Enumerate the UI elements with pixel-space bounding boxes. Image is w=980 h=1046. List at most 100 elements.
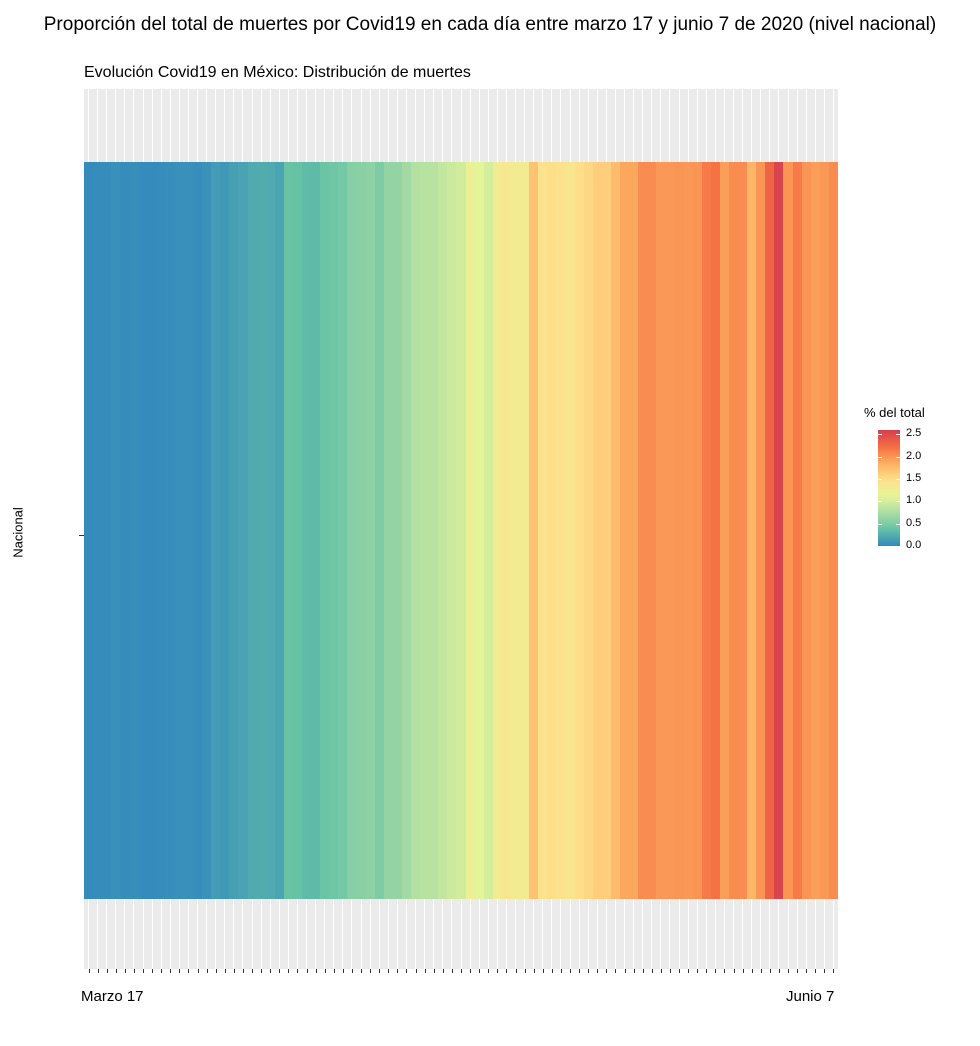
heatmap-tile xyxy=(719,162,730,899)
x-axis-tick xyxy=(424,969,426,973)
heatmap-tile xyxy=(810,162,821,899)
x-axis-tick xyxy=(215,969,217,973)
x-axis-tick xyxy=(306,969,308,973)
x-axis-tick xyxy=(233,969,235,973)
heatmap-tile xyxy=(401,162,412,899)
heatmap-tile xyxy=(156,162,167,899)
x-axis-tick xyxy=(270,969,272,973)
x-axis-tick xyxy=(515,969,517,973)
x-axis-tick xyxy=(288,969,290,973)
heatmap-tile xyxy=(111,162,121,899)
heatmap-tile xyxy=(138,162,149,899)
heatmap-tile xyxy=(447,162,458,899)
heatmap-tile xyxy=(129,162,140,899)
heatmap-tile xyxy=(674,162,685,899)
x-axis-tick xyxy=(88,969,90,973)
heatmap-tile xyxy=(619,162,630,899)
x-axis-tick xyxy=(788,969,790,973)
heatmap-tile xyxy=(274,162,285,899)
x-axis-tick xyxy=(624,969,626,973)
x-axis-tick xyxy=(824,969,826,973)
heatmap-tiles xyxy=(84,162,838,899)
heatmap-tile xyxy=(828,162,838,899)
x-axis-tick xyxy=(497,969,499,973)
x-axis-tick xyxy=(669,969,671,973)
heatmap-tile xyxy=(792,162,803,899)
x-axis-tick xyxy=(297,969,299,973)
heatmap-tile xyxy=(174,162,185,899)
chart-subtitle: Evolución Covid19 en México: Distribució… xyxy=(84,64,471,81)
x-axis-tick xyxy=(815,969,817,973)
x-axis-tick xyxy=(533,969,535,973)
y-axis-tick xyxy=(79,535,84,536)
heatmap-tile xyxy=(474,162,485,899)
heatmap-tile xyxy=(338,162,349,899)
x-axis-tick xyxy=(442,969,444,973)
x-label-end: Junio 7 xyxy=(786,988,835,1005)
x-axis-tick xyxy=(606,969,608,973)
x-axis-tick xyxy=(433,969,435,973)
legend-tick-mark xyxy=(878,546,882,547)
heatmap-tile xyxy=(256,162,267,899)
heatmap-tile xyxy=(728,162,739,899)
heatmap-tile xyxy=(501,162,512,899)
heatmap-tile xyxy=(592,162,603,899)
x-axis-tick xyxy=(570,969,571,973)
heatmap-tile xyxy=(565,162,576,899)
x-axis-tick xyxy=(542,969,544,973)
x-axis-tick xyxy=(651,969,653,973)
heatmap-tile xyxy=(283,162,294,899)
x-axis-tick xyxy=(143,969,145,973)
x-axis-tick xyxy=(124,969,126,973)
heatmap-tile xyxy=(84,162,94,899)
x-axis-tick xyxy=(806,969,808,973)
x-axis-tick xyxy=(97,969,99,973)
heatmap-tile xyxy=(520,162,530,899)
heatmap-tile xyxy=(756,162,766,899)
legend-tick-mark xyxy=(878,523,882,525)
x-axis-tick xyxy=(506,969,508,973)
heatmap-tile xyxy=(547,162,557,899)
heatmap-tile xyxy=(556,162,567,899)
x-axis-tick xyxy=(588,969,590,973)
x-axis-tick xyxy=(778,969,780,973)
heatmap-tile xyxy=(483,162,494,899)
x-axis-tick xyxy=(451,969,453,973)
heatmap-tile xyxy=(656,162,666,899)
heatmap-tile xyxy=(320,162,330,899)
x-axis-tick xyxy=(733,969,735,973)
x-axis-tick xyxy=(479,969,481,973)
x-axis-tick xyxy=(406,969,408,973)
heatmap-tile xyxy=(583,162,594,899)
legend-tick-label: 1.0 xyxy=(906,494,922,507)
x-axis-tick xyxy=(333,969,335,973)
legend-tick-mark xyxy=(896,501,900,503)
heatmap-tile xyxy=(302,162,312,899)
x-axis-tick xyxy=(351,969,353,973)
x-axis-tick xyxy=(715,969,717,973)
heatmap-tile xyxy=(420,162,430,899)
heatmap-tile xyxy=(120,162,130,899)
x-axis-tick xyxy=(133,969,135,973)
heatmap-tile xyxy=(329,162,339,899)
x-axis-tick xyxy=(724,969,726,973)
heatmap-tile xyxy=(193,162,203,899)
x-axis-tick xyxy=(388,969,390,973)
x-axis-tick xyxy=(560,969,562,973)
legend-tick-mark xyxy=(896,523,900,525)
heatmap-tile xyxy=(574,162,585,899)
x-axis-tick xyxy=(206,969,208,973)
heatmap-tile xyxy=(147,162,158,899)
heatmap-tile xyxy=(165,162,176,899)
x-axis-tick xyxy=(488,969,490,973)
legend-tick-mark xyxy=(896,546,900,547)
heatmap-tile xyxy=(438,162,448,899)
x-axis-tick xyxy=(315,969,317,973)
x-axis-tick xyxy=(633,969,635,973)
chart-main-title: Proporción del total de muertes por Covi… xyxy=(43,14,937,35)
x-axis-tick xyxy=(706,969,708,973)
x-axis-tick xyxy=(642,969,644,973)
heatmap-tile xyxy=(465,162,476,899)
heatmap-tile xyxy=(774,162,785,899)
x-axis-tick xyxy=(524,969,526,973)
